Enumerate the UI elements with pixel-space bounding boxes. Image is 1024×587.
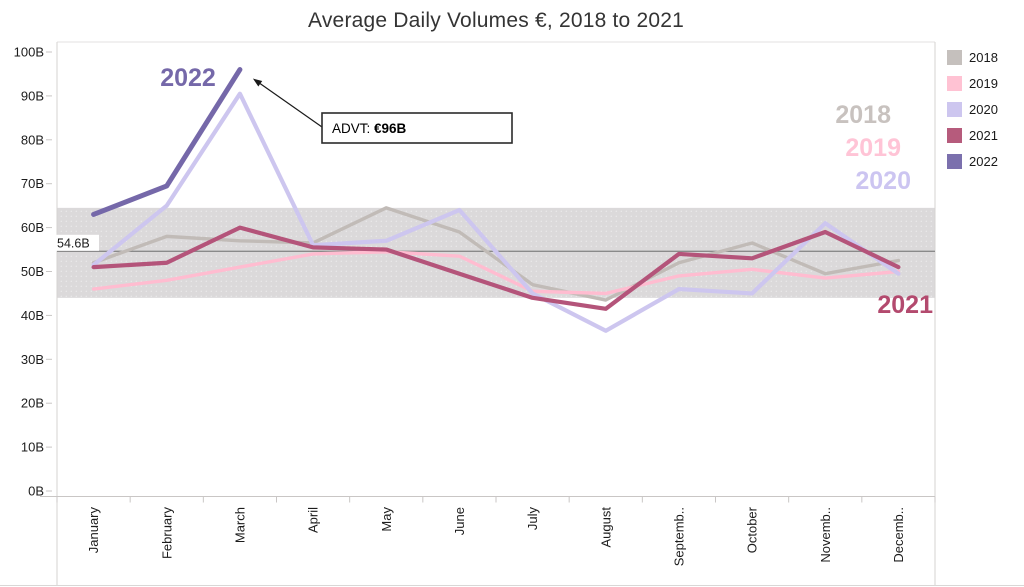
series-line-2020[interactable]	[91, 91, 901, 333]
inline-label-2018: 2018	[835, 101, 891, 129]
series-line-2018[interactable]	[91, 206, 901, 302]
plot-area[interactable]	[57, 42, 935, 491]
series-line-2022[interactable]	[91, 67, 243, 217]
legend-item-2022[interactable]: 2022	[947, 148, 998, 174]
x-tick-label-november: Novemb..	[818, 507, 833, 563]
y-tick-label: 20B	[21, 396, 44, 411]
legend-item-2020[interactable]: 2020	[947, 96, 998, 122]
legend-item-2019[interactable]: 2019	[947, 70, 998, 96]
y-tick-label: 0B	[28, 484, 44, 499]
legend-item-2021[interactable]: 2021	[947, 122, 998, 148]
x-tick-label-february: February	[159, 507, 174, 560]
x-tick-label-may: May	[379, 507, 394, 532]
legend-swatch-2021	[947, 127, 962, 143]
legend-label: 2019	[969, 75, 998, 91]
legend-swatch-2020	[947, 101, 962, 117]
inline-label-2019: 2019	[845, 134, 901, 162]
x-tick-label-august: August	[598, 507, 613, 548]
x-tick-label-july: July	[525, 507, 540, 531]
inline-label-2022: 2022	[160, 64, 216, 92]
annotation-arrow-line	[259, 82, 323, 128]
y-tick-label: 90B	[21, 88, 44, 103]
annotation-box	[321, 112, 513, 144]
series-line-2019[interactable]	[91, 250, 901, 296]
legend-label: 2021	[969, 127, 998, 143]
inline-label-2021: 2021	[877, 291, 933, 319]
x-tick-label-june: June	[452, 507, 467, 535]
y-tick-label: 60B	[21, 220, 44, 235]
annotation-text: ADVT: €96B	[332, 121, 407, 136]
legend-item-2018[interactable]: 2018	[947, 44, 998, 70]
x-tick-label-january: January	[86, 507, 101, 554]
reference-line-label-bg	[53, 234, 99, 251]
legend: 2018 2019 2020 2021 2022	[947, 44, 998, 174]
y-tick-label: 10B	[21, 440, 44, 455]
legend-label: 2022	[969, 153, 998, 169]
x-tick-label-april: April	[306, 507, 321, 533]
legend-swatch-2019	[947, 75, 962, 91]
inline-label-2020: 2020	[855, 167, 911, 195]
y-tick-label: 50B	[21, 264, 44, 279]
series-line-2021[interactable]	[91, 225, 901, 311]
legend-swatch-2018	[947, 49, 962, 65]
y-tick-label: 80B	[21, 132, 44, 147]
y-tick-label: 40B	[21, 308, 44, 323]
x-tick-label-march: March	[232, 507, 247, 543]
y-tick-label: 70B	[21, 176, 44, 191]
annotation-arrowhead	[252, 78, 263, 87]
y-tick-label: 100B	[14, 45, 44, 60]
x-tick-label-december: Decemb..	[891, 507, 906, 563]
reference-line-label: 54.6B	[57, 236, 90, 250]
chart-title: Average Daily Volumes €, 2018 to 2021	[308, 9, 684, 32]
legend-label: 2020	[969, 101, 998, 117]
legend-swatch-2022	[947, 153, 962, 169]
y-tick-label: 30B	[21, 352, 44, 367]
x-tick-label-october: October	[745, 506, 760, 553]
x-tick-label-september: Septemb..	[671, 507, 686, 566]
legend-label: 2018	[969, 49, 998, 65]
